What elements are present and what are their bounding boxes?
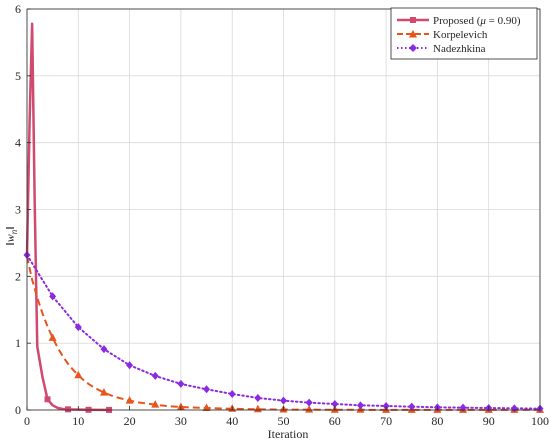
x-tick-label: 50 <box>278 414 290 428</box>
korpelevich-marker <box>305 405 314 413</box>
legend-proposed-label: Proposed (μ = 0.90) <box>433 15 521 27</box>
nadezhkina-marker <box>177 379 185 388</box>
x-tick-label: 100 <box>531 414 549 428</box>
y-tick-label: 6 <box>15 2 21 16</box>
korpelevich-line <box>26 256 540 411</box>
y-tick-label: 2 <box>15 269 21 283</box>
legend: Proposed (μ = 0.90) Korpelevich Nadezhki… <box>390 7 538 60</box>
legend-nadezhkina-marker <box>409 44 417 52</box>
legend-korpelevich-marker <box>409 30 417 38</box>
legend-korpelevich-label: Korpelevich <box>433 29 488 41</box>
legend-nadezhkina-label: Nadezhkina <box>433 43 486 55</box>
nadezhkina-marker <box>228 389 236 398</box>
nadezhkina-marker <box>382 401 390 410</box>
nadezhkina-marker <box>331 399 339 408</box>
legend-proposed-marker <box>410 17 416 23</box>
nadezhkina-marker <box>151 371 159 380</box>
korpelevich-marker <box>99 388 108 396</box>
nadezhkina-marker <box>126 361 134 370</box>
x-tick-label: 80 <box>431 414 443 428</box>
proposed-marker <box>44 396 51 403</box>
x-tick-label: 20 <box>124 414 136 428</box>
nadezhkina-marker <box>408 402 416 411</box>
x-tick-label: 0 <box>24 414 30 428</box>
x-tick-label: 40 <box>226 414 238 428</box>
nadezhkina-marker <box>356 401 364 410</box>
nadezhkina-marker <box>100 345 108 354</box>
tick-labels: 0 10 20 30 40 50 60 70 80 90 100 0 1 2 3 4 5 6 <box>15 2 549 428</box>
nadezhkina-marker <box>74 323 82 332</box>
nadezhkina-marker <box>203 385 211 394</box>
x-tick-label: 30 <box>175 414 187 428</box>
korpelevich-marker <box>202 403 211 411</box>
y-tick-label: 3 <box>15 203 21 217</box>
y-tick-label: 5 <box>15 69 21 83</box>
x-tick-label: 60 <box>329 414 341 428</box>
x-tick-label: 10 <box>72 414 84 428</box>
nadezhkina-marker <box>254 393 262 402</box>
korpelevich-marker <box>151 400 160 408</box>
nadezhkina-marker <box>305 398 313 407</box>
y-tick-label: 1 <box>15 336 21 350</box>
y-axis-title: ‖wn‖ <box>3 226 19 245</box>
nadezhkina-marker <box>49 292 57 301</box>
y-tick-label: 4 <box>15 136 21 150</box>
y-tick-label: 0 <box>15 403 21 417</box>
korpelevich-marker <box>125 396 134 404</box>
x-tick-label: 90 <box>483 414 495 428</box>
korpelevich-marker <box>48 333 57 341</box>
korpelevich-marker <box>74 370 83 379</box>
x-axis-title: Iteration <box>268 427 309 441</box>
nadezhkina-marker <box>280 396 287 405</box>
x-tick-label: 70 <box>380 414 392 428</box>
proposed-marker <box>65 406 72 413</box>
